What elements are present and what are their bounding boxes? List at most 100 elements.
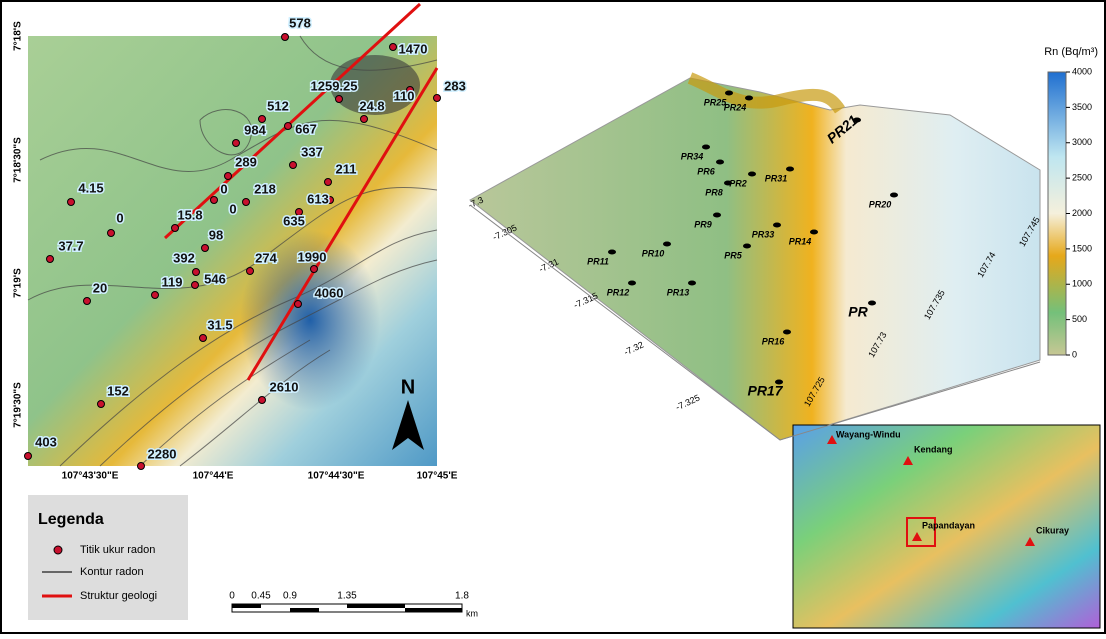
sample-point (137, 462, 145, 470)
station-label: PR16 (762, 336, 786, 346)
sample-point (324, 178, 332, 186)
station-label: PR25 (704, 97, 728, 107)
point-label: 512 (267, 98, 289, 113)
point-label: 2610 (270, 379, 299, 394)
colorbar-label: 500 (1072, 314, 1087, 324)
point-label: 283 (444, 78, 466, 93)
point-label: 1470 (399, 41, 428, 56)
sample-point (210, 196, 218, 204)
colorbar-label: 2000 (1072, 208, 1092, 218)
station-dot (748, 171, 756, 177)
station-dot (608, 249, 616, 255)
station-label: PR31 (765, 173, 788, 183)
sample-point (295, 208, 303, 216)
scale-bar (231, 603, 463, 613)
scale-tick: 0.45 (251, 591, 271, 602)
station-dot (783, 329, 791, 335)
sample-point (24, 452, 32, 460)
sample-point (326, 196, 334, 204)
volcano-marker (903, 456, 913, 465)
station-label: PR17 (747, 383, 783, 399)
point-label: 984 (244, 122, 266, 137)
inset-label: Kendang (914, 444, 953, 454)
station-dot (663, 241, 671, 247)
sample-point (281, 33, 289, 41)
scale-unit: km (466, 608, 478, 618)
surface-3d (469, 77, 1041, 441)
station-dot (628, 280, 636, 286)
station-label: PR5 (724, 250, 743, 260)
colorbar-label: 4000 (1072, 66, 1092, 76)
sample-point (433, 94, 441, 102)
station-label: PR (848, 304, 868, 320)
station-label: PR24 (724, 102, 747, 112)
hotspot (240, 230, 380, 410)
colorbar-label: 0 (1072, 349, 1077, 359)
station-label: PR20 (869, 199, 892, 209)
station-label: PR13 (667, 287, 690, 297)
point-label: 635 (283, 213, 305, 228)
inset-map (792, 424, 1101, 629)
sample-point (67, 198, 75, 206)
point-label: 119 (162, 274, 183, 289)
geology-line (246, 67, 439, 381)
station-dot (745, 95, 753, 101)
point-label: 20 (93, 280, 107, 295)
sample-point (335, 95, 343, 103)
point-label: 37.7 (58, 238, 83, 253)
lat-tick: -7.325 (674, 393, 701, 413)
scale-tick: 0 (229, 591, 235, 602)
lon-label: 107°43'30"E (62, 471, 119, 482)
sample-point (201, 244, 209, 252)
station-dot (724, 180, 732, 186)
point-label: 0 (116, 210, 123, 225)
station-label: PR10 (642, 248, 665, 258)
station-label: PR6 (697, 166, 716, 176)
legend-item: Struktur geologi (80, 590, 157, 602)
station-dot (890, 192, 898, 198)
point-label: 24.8 (359, 98, 384, 113)
point-label: 613 (307, 191, 329, 206)
inset-label: Papandayan (922, 520, 975, 530)
station-dot (743, 243, 751, 249)
colorbar-label: 3000 (1072, 137, 1092, 147)
scale-tick: 1.8 (455, 591, 469, 602)
point-label: 218 (254, 181, 276, 196)
station-dot (725, 90, 733, 96)
lat-label: 7°18'30"S (13, 137, 24, 183)
inset-label: Wayang-Windu (836, 429, 901, 439)
point-label: 0 (220, 181, 227, 196)
lon-label: 107°44'30"E (308, 471, 365, 482)
lon-label: 107°45'E (417, 471, 458, 482)
point-label: 2280 (148, 446, 177, 461)
north-label: N (401, 376, 415, 398)
lat-label: 7°18'S (13, 21, 24, 51)
point-label: 4060 (315, 285, 344, 300)
point-label: 152 (107, 383, 129, 398)
sample-point (46, 255, 54, 263)
point-label: 1259.25 (311, 78, 358, 93)
legend-box (28, 495, 188, 620)
point-label: 31.5 (207, 317, 232, 332)
point-label: 110 (394, 88, 415, 103)
sample-point (360, 115, 368, 123)
station-label: PR8 (705, 187, 723, 197)
sample-point (258, 115, 266, 123)
point-label: 392 (173, 250, 195, 265)
point-label: 211 (336, 161, 357, 176)
north-arrow (392, 400, 424, 450)
point-label: 15.8 (177, 207, 202, 222)
volcano-marker (912, 532, 922, 541)
station-dot (713, 212, 721, 218)
sample-point (83, 297, 91, 305)
point-label: 578 (289, 15, 311, 30)
point-label: 274 (255, 250, 277, 265)
point-label: 403 (35, 434, 57, 449)
sample-point (192, 268, 200, 276)
sample-point (289, 161, 297, 169)
station-dot (810, 229, 818, 235)
sample-point (232, 139, 240, 147)
contours (27, 35, 438, 467)
sample-point (199, 334, 207, 342)
